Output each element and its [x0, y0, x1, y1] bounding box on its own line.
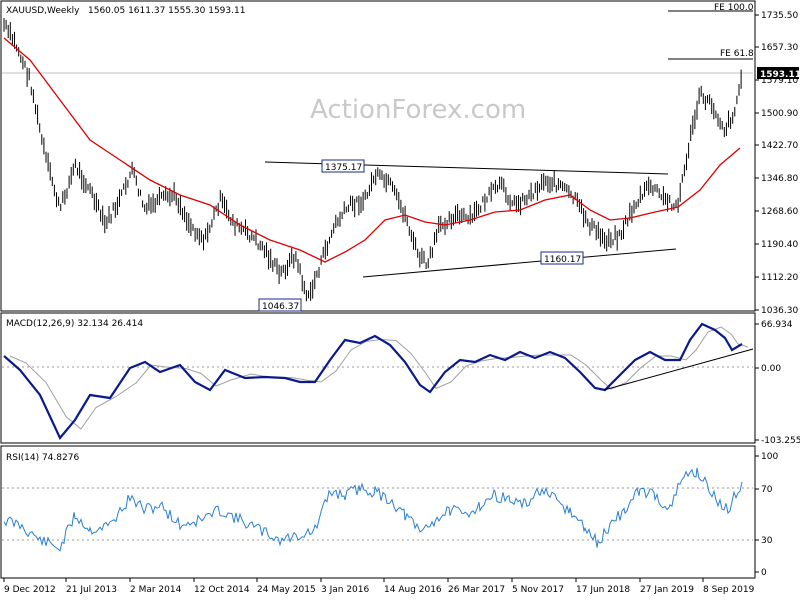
price-tick-label: 1657.30	[761, 43, 798, 53]
time-tick-label: 8 Sep 2019	[703, 585, 755, 595]
price-tick-label: 1190.40	[761, 240, 798, 250]
time-tick-label: 17 Jun 2018	[576, 585, 630, 595]
macd-tick-label: 0.00	[761, 364, 781, 374]
rsi-tick-label: 100	[761, 452, 778, 462]
time-tick-label: 12 Oct 2014	[194, 585, 250, 595]
watermark: ActionForex.com	[310, 95, 526, 125]
rsi-tick-label: 70	[761, 485, 773, 495]
time-axis: 9 Dec 2012 21 Jul 2013 2 Mar 2014 12 Oct 20…	[3, 578, 755, 595]
price-tick-label: 1500.90	[761, 109, 798, 119]
macd-label: MACD(12,26,9) 32.134 26.414	[6, 319, 143, 329]
macd-line	[3, 322, 743, 441]
low-2015-box	[258, 298, 302, 312]
macd-axis: 66.934 0.00 -103.255	[755, 320, 800, 446]
time-tick-label: 14 Aug 2016	[384, 585, 442, 595]
rsi-line	[3, 467, 743, 552]
time-tick-label: 2 Mar 2014	[130, 585, 182, 595]
time-tick-label: 27 Jan 2019	[640, 585, 694, 595]
lower-trendline	[362, 248, 677, 278]
price-tick-label: 1735.50	[761, 11, 798, 21]
rsi-tick-label: 0	[761, 568, 767, 578]
time-tick-label: 9 Dec 2012	[4, 585, 56, 595]
rsi-axis: 100 70 30 0	[755, 452, 778, 578]
time-tick-label: 5 Nov 2017	[512, 585, 564, 595]
price-tick-label: 1579.10	[761, 76, 798, 86]
rsi-tick-label: 30	[761, 536, 773, 546]
price-axis: 1735.50 1657.30 1579.10 1500.90 1422.70 1346.…	[755, 11, 798, 316]
rsi-pane	[0, 445, 756, 579]
low-2018-box	[540, 251, 584, 265]
price-bars	[3, 18, 742, 302]
macd-trendline	[603, 348, 754, 391]
price-tick-label: 1268.60	[761, 207, 798, 217]
price-pane	[0, 0, 756, 312]
low-2018-label: 1160.17	[544, 255, 581, 265]
price-tick-label: 1036.30	[761, 306, 798, 316]
price-tick-label: 1346.80	[761, 174, 798, 184]
current-price-value: 1593.11	[760, 70, 800, 80]
macd-tick-label: 66.934	[761, 320, 793, 330]
fe618-label: FE 61.8	[720, 49, 754, 59]
time-tick-label: 21 Jul 2013	[66, 585, 117, 595]
fe100-label: FE 100.0	[714, 3, 754, 13]
price-tick-label: 1112.20	[761, 273, 798, 283]
time-tick-label: 24 May 2015	[257, 585, 316, 595]
time-tick-label: 26 Mar 2017	[448, 585, 505, 595]
rsi-label: RSI(14) 74.8276	[6, 453, 79, 463]
symbol-label: XAUUSD,Weekly	[6, 6, 80, 16]
current-price-tag	[757, 67, 799, 79]
high-2016-box	[321, 159, 365, 173]
high-2016-label: 1375.17	[325, 163, 362, 173]
macd-pane	[0, 312, 756, 444]
time-tick-label: 3 Jan 2016	[321, 585, 369, 595]
macd-tick-label: -103.255	[761, 436, 800, 446]
moving-average-line	[3, 37, 741, 263]
macd-signal-line	[9, 326, 749, 430]
low-2015-label: 1046.37	[262, 302, 299, 312]
ohlc-label: 1560.05 1611.37 1555.30 1593.11	[88, 6, 245, 16]
price-tick-label: 1422.70	[761, 141, 798, 151]
